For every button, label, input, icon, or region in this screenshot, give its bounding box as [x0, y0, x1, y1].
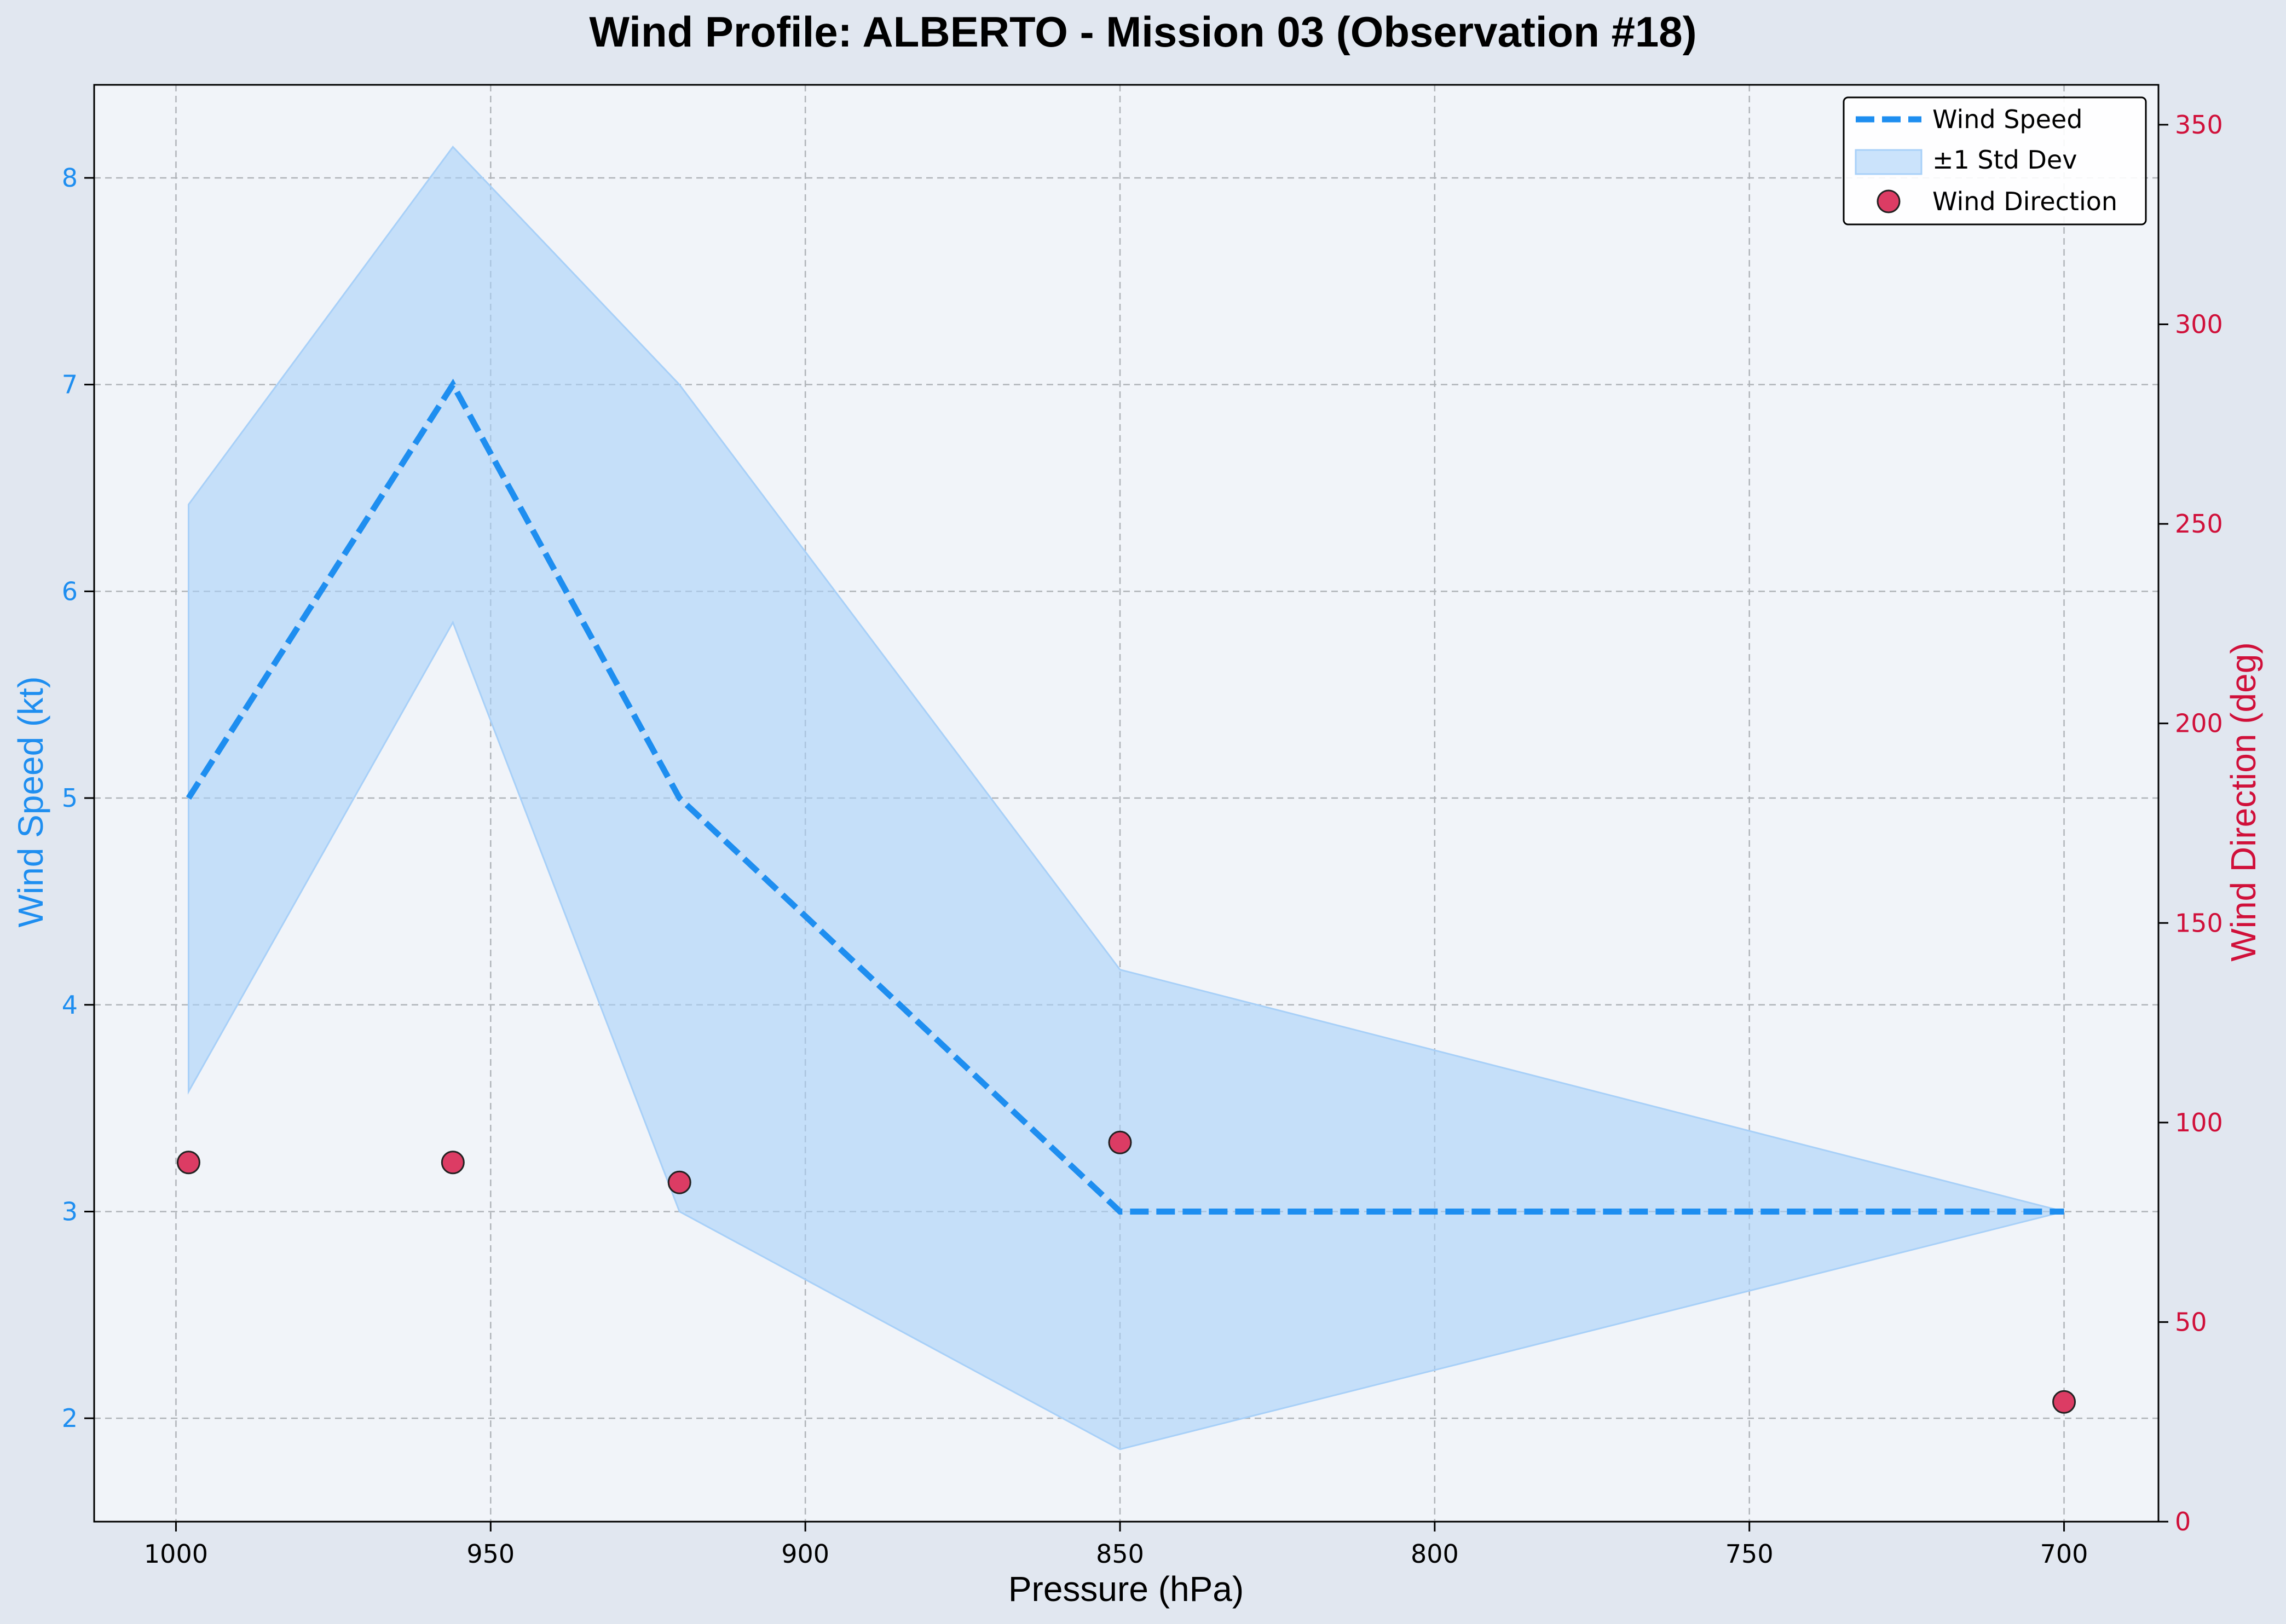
legend-swatch-wind-direction: [1877, 189, 1901, 213]
y2-tick-label: 350: [2175, 110, 2223, 140]
plot-frame: [93, 84, 2160, 1523]
legend-label-wind-direction: Wind Direction: [1932, 187, 2117, 216]
x-tick-label: 900: [781, 1539, 829, 1569]
legend-label-wind-speed: Wind Speed: [1932, 105, 2082, 134]
y-tick-label: 2: [62, 1403, 78, 1433]
wind-direction-point: [176, 1151, 200, 1175]
legend: Wind Speed ±1 Std Dev Wind Direction: [1843, 96, 2147, 226]
y2-tick-label: 200: [2175, 709, 2223, 738]
x-tick-label: 950: [466, 1539, 515, 1569]
y-tick-label: 8: [62, 163, 78, 193]
legend-label-std-dev: ±1 Std Dev: [1932, 145, 2077, 175]
y2-tick-label: 150: [2175, 908, 2223, 938]
y2-axis-label: Wind Direction (deg): [2224, 642, 2263, 961]
x-axis-label: Pressure (hPa): [1008, 1569, 1244, 1609]
wind-direction-point: [2052, 1390, 2076, 1414]
y-axis-label: Wind Speed (kt): [11, 677, 50, 928]
wind-speed-line: [186, 378, 2064, 1215]
y2-tick-label: 250: [2175, 509, 2223, 539]
y-tick-label: 6: [62, 576, 78, 606]
y-tick-label: 5: [62, 783, 78, 813]
x-tick-label: 1000: [144, 1539, 208, 1569]
chart-title: Wind Profile: ALBERTO - Mission 03 (Obse…: [589, 8, 1696, 56]
y2-tick-label: 50: [2175, 1307, 2207, 1337]
x-tick-label: 800: [1411, 1539, 1459, 1569]
legend-swatch-std-dev: [1855, 149, 1923, 175]
wind-direction-point: [1108, 1130, 1132, 1154]
y2-tick-label: 0: [2175, 1507, 2191, 1536]
y2-tick-label: 300: [2175, 310, 2223, 339]
y-tick-label: 3: [62, 1197, 78, 1226]
std-dev-band: [187, 145, 2064, 1450]
y-tick-label: 4: [62, 990, 78, 1020]
x-tick-label: 700: [2040, 1539, 2088, 1569]
x-tick-label: 750: [1725, 1539, 1774, 1569]
wind-direction-point: [667, 1170, 691, 1194]
x-tick-label: 850: [1096, 1539, 1144, 1569]
legend-box: [1843, 96, 2147, 226]
wind-direction-point: [441, 1151, 465, 1175]
y2-tick-label: 100: [2175, 1108, 2223, 1137]
y-tick-label: 7: [62, 370, 78, 400]
